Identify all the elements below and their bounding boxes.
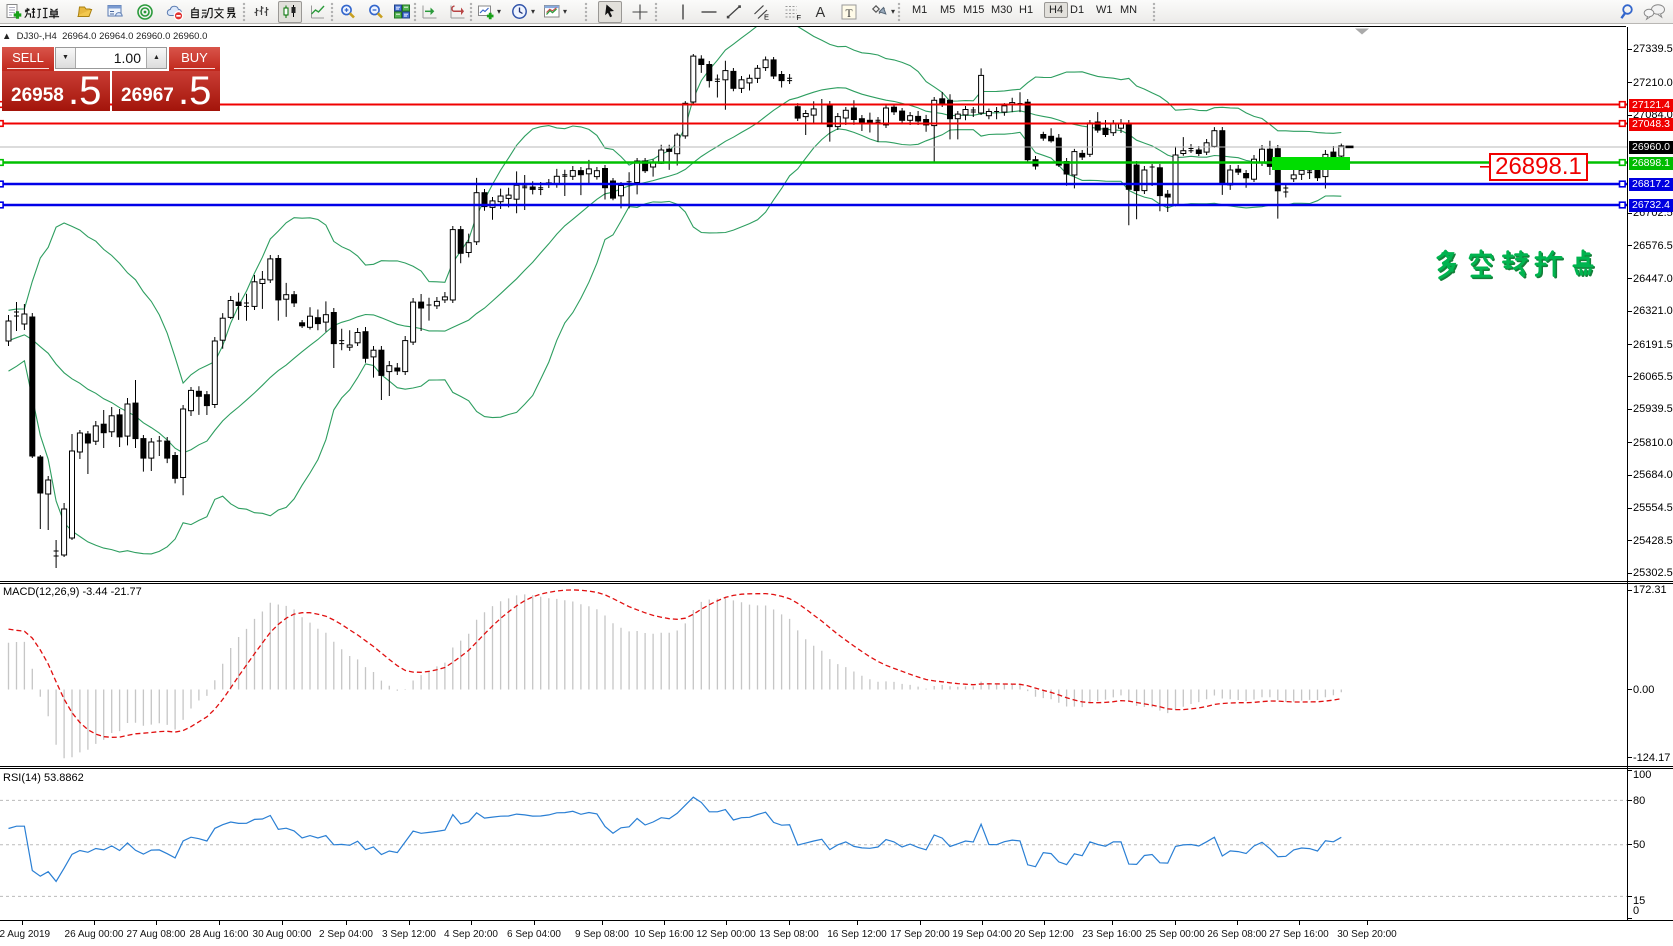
svg-text:F: F: [797, 13, 802, 21]
svg-text:E: E: [764, 13, 769, 22]
svg-text:T: T: [846, 8, 853, 20]
svg-text:A: A: [816, 5, 826, 21]
